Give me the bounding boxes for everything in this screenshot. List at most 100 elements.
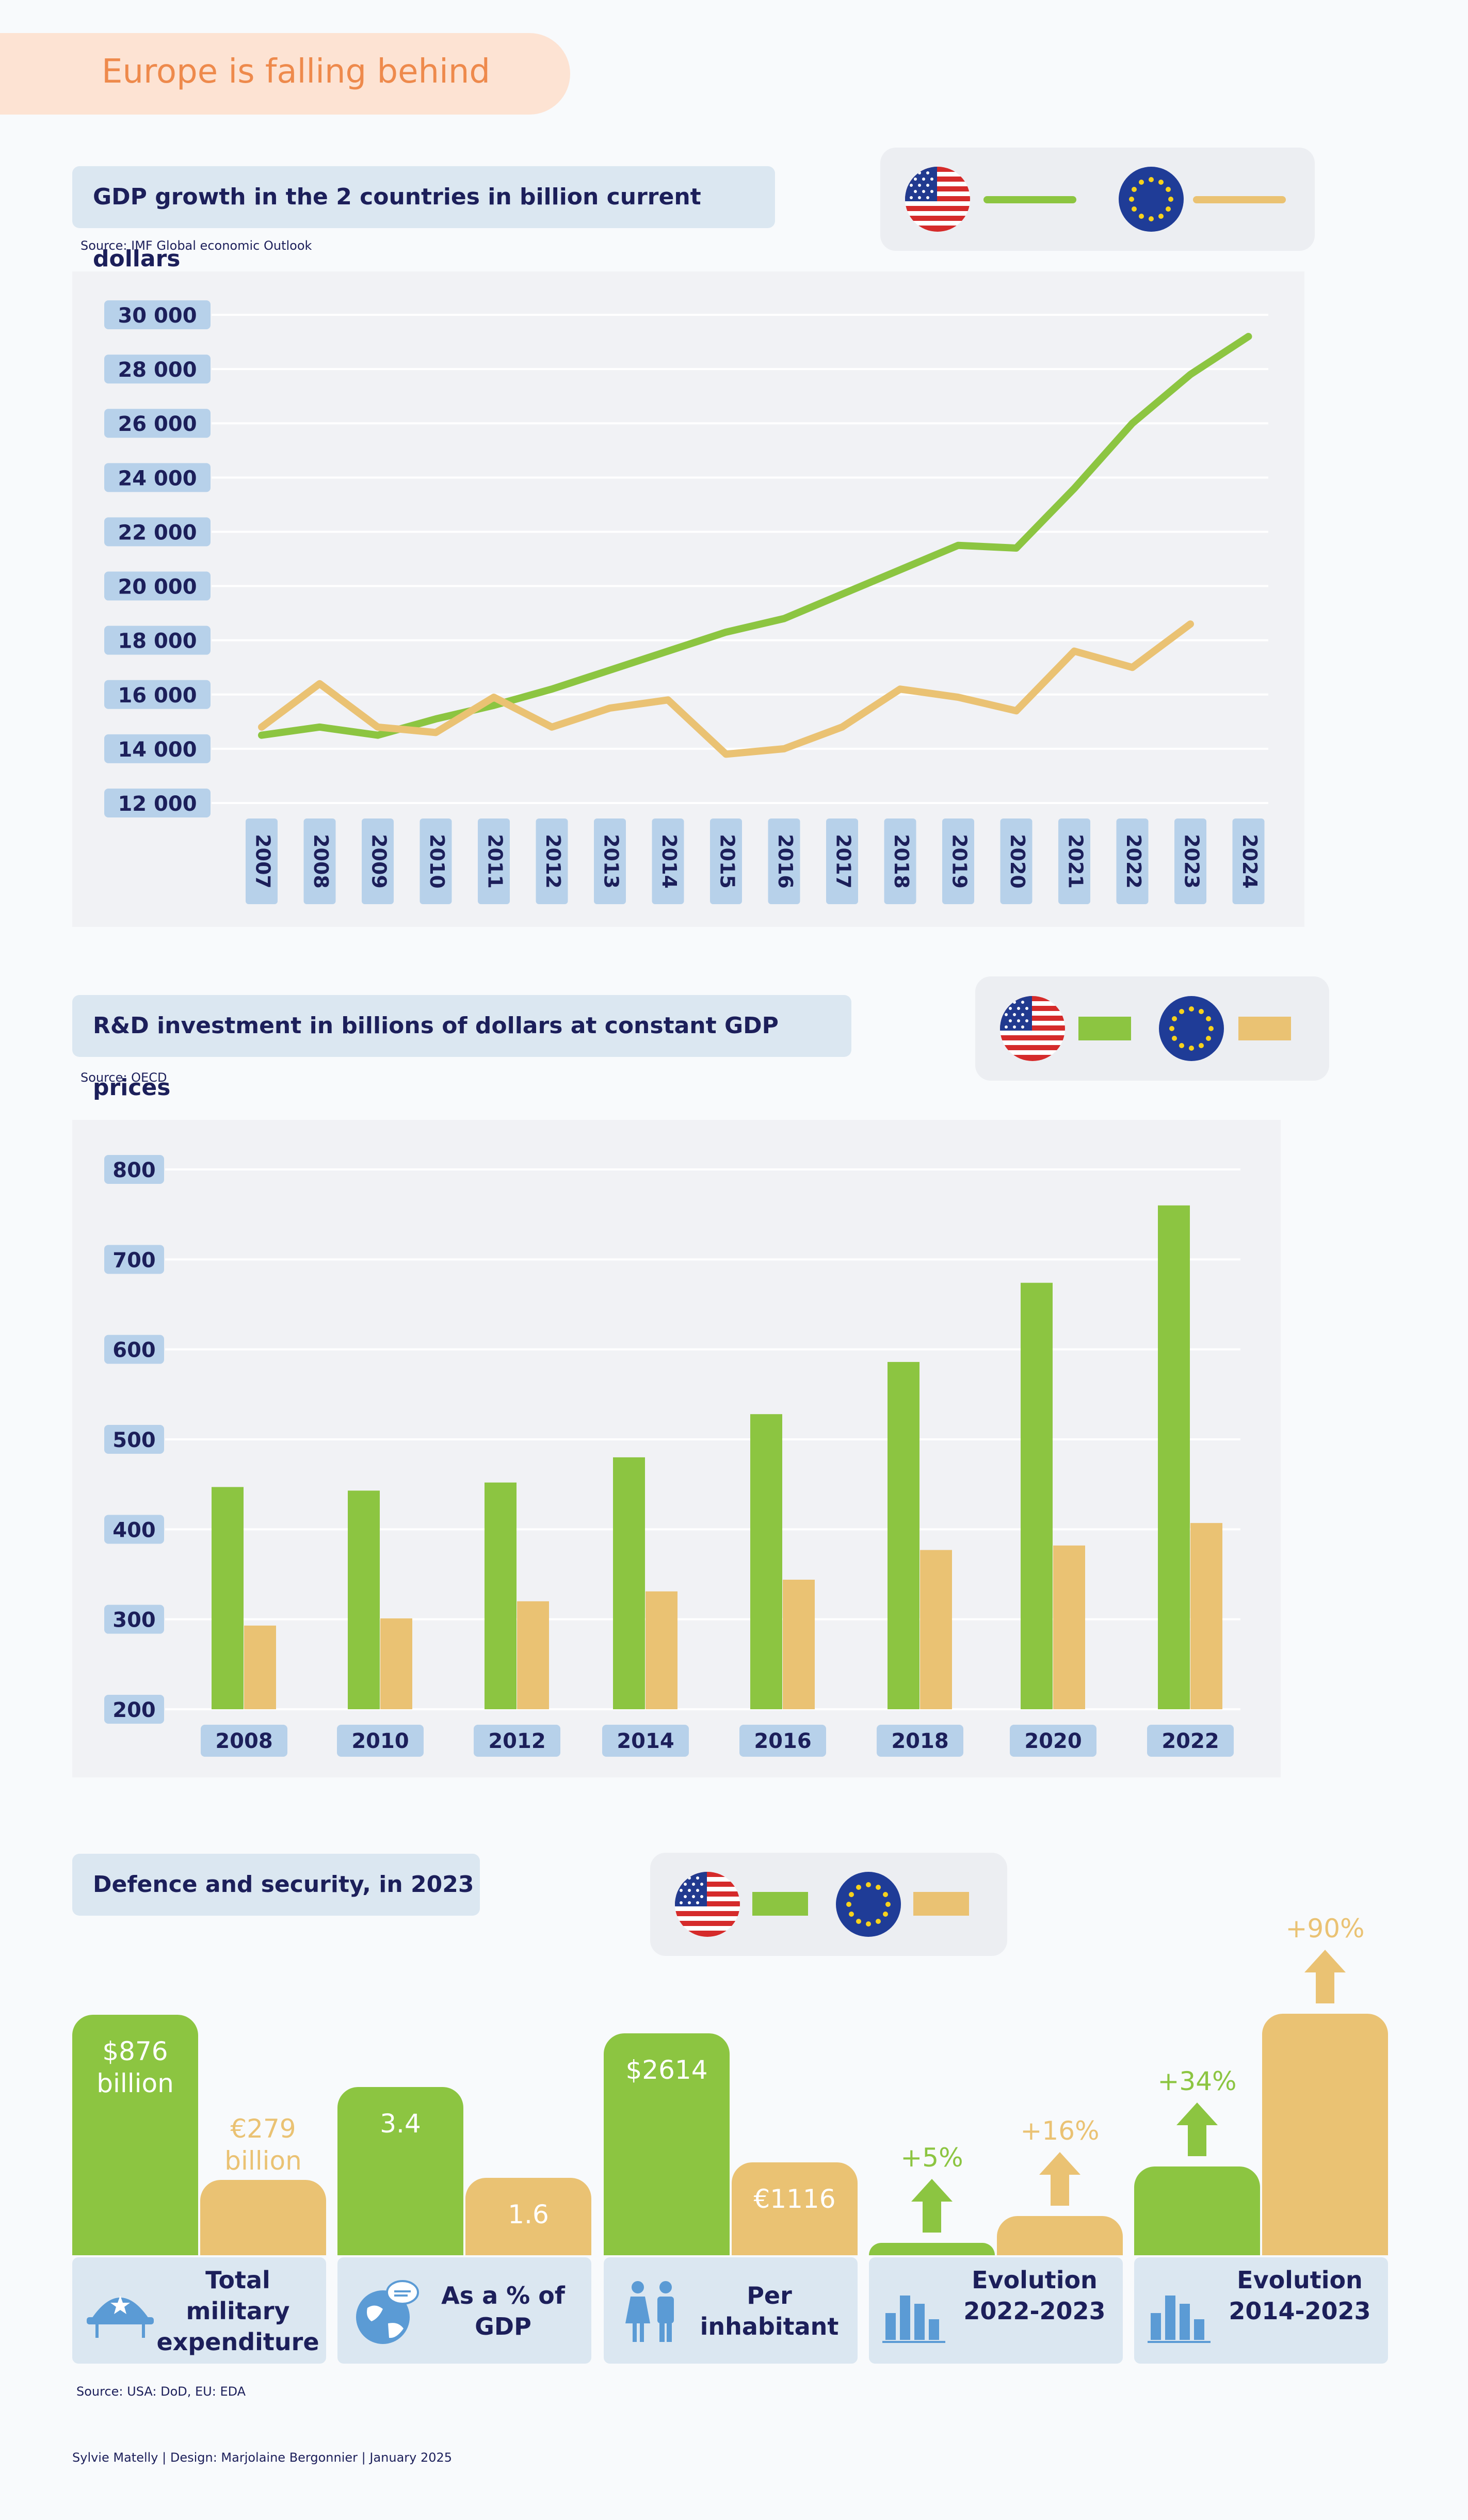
rd-x-tick-bg <box>201 1725 287 1757</box>
usa-defence-value: +5% <box>900 2143 963 2173</box>
rd-x-tick-bg <box>1010 1725 1096 1757</box>
gdp-y-tick-label: 14 000 <box>118 738 197 762</box>
gdp-x-tick-label: 2018 <box>890 834 913 889</box>
gdp-y-tick-bg <box>104 463 211 492</box>
rd-y-tick-bg <box>104 1695 164 1724</box>
gdp-source: Source: IMF Global economic Outlook <box>80 238 312 253</box>
page-title-banner: Europe is falling behind <box>0 33 570 115</box>
defence-category-card: Evolution 2014-2023 <box>1134 2257 1388 2364</box>
gdp-x-tick-bg <box>536 818 568 904</box>
defence-category-card: Total military expenditure <box>72 2257 326 2364</box>
gdp-x-tick-bg <box>884 818 916 904</box>
gdp-x-tick-bg <box>1058 818 1090 904</box>
rd-x-tick-label: 2014 <box>617 1729 674 1753</box>
eu-rd-bar <box>1190 1523 1222 1709</box>
gdp-y-tick-label: 16 000 <box>118 684 197 708</box>
eu-rd-bar <box>783 1579 815 1709</box>
gdp-y-tick-label: 26 000 <box>118 412 197 436</box>
gdp-y-tick-bg <box>104 300 211 329</box>
rd-legend <box>975 976 1329 1081</box>
defence-source: Source: USA: DoD, EU: EDA <box>76 2384 246 2399</box>
eu-rd-bar <box>244 1625 276 1709</box>
gdp-x-tick-bg <box>1232 818 1265 904</box>
gdp-x-tick-label: 2021 <box>1064 834 1087 889</box>
eu-up-arrow-icon <box>1304 1950 1346 2003</box>
gdp-y-tick-label: 12 000 <box>118 792 197 816</box>
usa-rd-bar <box>888 1362 919 1709</box>
rd-source: Source: OECD <box>80 1070 167 1085</box>
eu-flag-icon <box>1159 996 1224 1061</box>
usa-rd-bar <box>613 1457 645 1709</box>
usa-rd-bar <box>485 1482 517 1709</box>
gdp-y-tick-bg <box>104 789 211 817</box>
usa-defence-value: $876 billion <box>96 2036 174 2098</box>
usa-defence-bar <box>337 2087 463 2255</box>
gdp-line-chart: 30 000 28 000 26 000 24 000 22 000 20 000 18 0… <box>104 300 1268 904</box>
defence-category-label: Evolution 2022-2023 <box>963 2266 1106 2325</box>
rd-x-tick-label: 2010 <box>351 1729 409 1753</box>
gdp-chart-title: GDP growth in the 2 countries in billion… <box>72 166 775 272</box>
gdp-x-tick-label: 2022 <box>1122 834 1145 889</box>
gdp-y-tick-bg <box>104 409 211 438</box>
gdp-y-tick-label: 18 000 <box>118 630 197 653</box>
rd-y-tick-label: 700 <box>112 1248 156 1272</box>
gdp-y-tick-bg <box>104 734 211 763</box>
usa-rd-bar <box>212 1487 244 1709</box>
gdp-y-tick-label: 28 000 <box>118 358 197 382</box>
eu-legend-line <box>1193 196 1286 203</box>
gdp-x-tick-bg <box>420 818 452 904</box>
gdp-x-tick-label: 2017 <box>832 834 855 889</box>
eu-defence-value: €1116 <box>753 2184 836 2214</box>
rd-x-tick-bg <box>474 1725 560 1757</box>
eu-rd-bar <box>1053 1545 1085 1709</box>
eu-defence-bar <box>1262 2014 1388 2255</box>
gdp-y-tick-bg <box>104 571 211 601</box>
defence-title: Defence and security, in 2023 <box>72 1854 480 1916</box>
gdp-x-tick-label: 2012 <box>542 834 564 889</box>
gdp-y-tick-label: 30 000 <box>118 304 197 328</box>
eu-up-arrow-icon <box>1039 2152 1080 2206</box>
defence-category-label: Per inhabitant <box>700 2282 839 2340</box>
usa-flag-icon <box>905 167 970 232</box>
gdp-x-tick-label: 2020 <box>1006 834 1029 889</box>
usa-up-arrow-icon <box>911 2179 953 2233</box>
eu-defence-value: 1.6 <box>508 2200 549 2229</box>
eu-flag-icon <box>1119 167 1184 232</box>
gdp-x-tick-label: 2008 <box>310 834 332 889</box>
eu-rd-bar <box>920 1550 952 1709</box>
usa-defence-value: 3.4 <box>380 2109 421 2139</box>
eu-defence-bar <box>200 2180 326 2255</box>
rd-bar-chart: 800 700 600 500 400 300 200 2008 2010 2012 2014 201… <box>104 1155 1240 1757</box>
rd-y-tick-label: 500 <box>112 1428 156 1452</box>
defence-category-card: Per inhabitant <box>604 2257 858 2364</box>
eu-defence-value: +90% <box>1285 1914 1365 1944</box>
gdp-x-tick-label: 2024 <box>1238 834 1261 889</box>
gdp-x-tick-bg <box>826 818 858 904</box>
rd-x-tick-bg <box>877 1725 963 1757</box>
eu-legend-swatch <box>1238 1017 1291 1040</box>
rd-x-tick-label: 2020 <box>1024 1729 1082 1753</box>
eu-defence-bar <box>465 2178 591 2255</box>
gdp-x-tick-label: 2016 <box>774 834 797 889</box>
rd-x-tick-bg <box>337 1725 424 1757</box>
defence-category-card: As a % of GDP <box>337 2257 591 2364</box>
rd-y-tick-bg <box>104 1604 164 1634</box>
usa-rd-bar <box>1158 1205 1190 1709</box>
gdp-y-tick-label: 22 000 <box>118 521 197 544</box>
gdp-x-tick-label: 2015 <box>716 834 739 889</box>
gdp-x-tick-label: 2010 <box>426 834 448 889</box>
eu-defence-bar <box>997 2216 1123 2255</box>
globe-icon <box>356 2280 419 2344</box>
rd-x-tick-bg <box>602 1725 689 1757</box>
eu-rd-bar <box>646 1591 677 1709</box>
eu-gdp-line <box>258 620 1194 758</box>
usa-rd-bar <box>750 1414 782 1709</box>
usa-legend-swatch <box>1078 1017 1131 1040</box>
gdp-x-tick-bg <box>362 818 394 904</box>
defence-category-card: Evolution 2022-2023 <box>869 2257 1123 2364</box>
rd-x-tick-bg <box>739 1725 826 1757</box>
rd-y-tick-bg <box>104 1425 164 1454</box>
rd-x-tick-label: 2012 <box>488 1729 545 1753</box>
bar-chart-icon <box>882 2296 945 2343</box>
gdp-x-tick-bg <box>246 818 278 904</box>
